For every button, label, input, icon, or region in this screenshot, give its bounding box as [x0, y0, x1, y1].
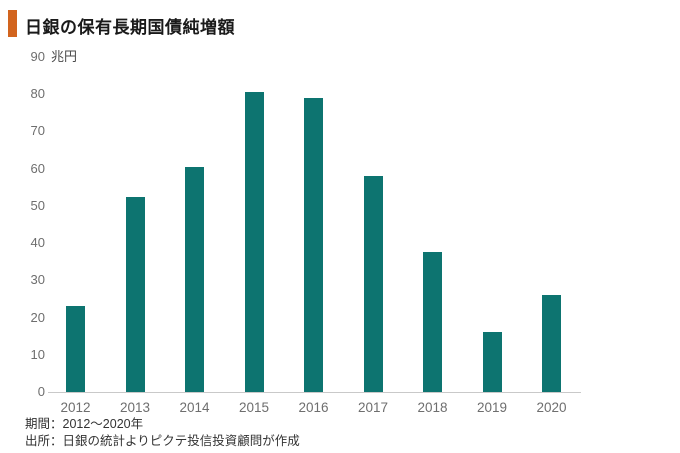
x-tick-2017: 2017 [357, 400, 389, 415]
y-tick-60: 60 [30, 160, 45, 176]
bar-2013 [125, 196, 145, 392]
footer-period: 期間：2012～2020年 [25, 417, 144, 431]
bar-2014 [185, 166, 204, 392]
x-tick-2020: 2020 [536, 400, 567, 415]
chart-footer: 期間：2012～2020年 出所：日銀の統計よりピクテ投信投資顧問が作成 [25, 416, 300, 450]
x-tick-2012: 2012 [60, 400, 91, 415]
x-tick-2013: 2013 [119, 400, 151, 415]
y-tick-80: 80 [30, 86, 45, 102]
chart-title: 日銀の保有長期国債純増額 [25, 18, 235, 37]
x-tick-2019: 2019 [476, 400, 508, 415]
bar-chart: 兆円 90 80 70 60 50 40 30 20 10 0 2012 2013 2014 2015 2… [30, 49, 581, 415]
y-tick-10: 10 [30, 346, 45, 362]
bar-2012 [66, 306, 85, 392]
bar-2018 [423, 252, 442, 392]
y-tick-70: 70 [30, 123, 45, 139]
title-accent-bar [8, 10, 17, 37]
y-axis-unit-label: 兆円 [51, 49, 78, 64]
x-tick-2014: 2014 [179, 400, 210, 415]
footer-source: 出所：日銀の統計よりピクテ投信投資顧問が作成 [25, 434, 300, 448]
x-axis-line [48, 392, 581, 393]
x-tick-2015: 2015 [238, 400, 270, 415]
bar-2019 [482, 332, 502, 392]
x-tick-2018: 2018 [417, 400, 448, 415]
y-tick-50: 50 [30, 197, 45, 213]
y-tick-90: 90 [30, 49, 45, 64]
y-tick-30: 30 [30, 272, 45, 288]
y-tick-0: 0 [37, 384, 45, 399]
x-tick-2016: 2016 [298, 400, 329, 415]
bar-2020 [542, 295, 561, 392]
chart-header: 日銀の保有長期国債純増額 [0, 0, 680, 44]
y-tick-20: 20 [30, 309, 45, 325]
y-tick-40: 40 [30, 235, 45, 251]
bar-2017 [363, 176, 383, 392]
bar-2015 [244, 92, 264, 392]
bar-2016 [304, 97, 323, 392]
